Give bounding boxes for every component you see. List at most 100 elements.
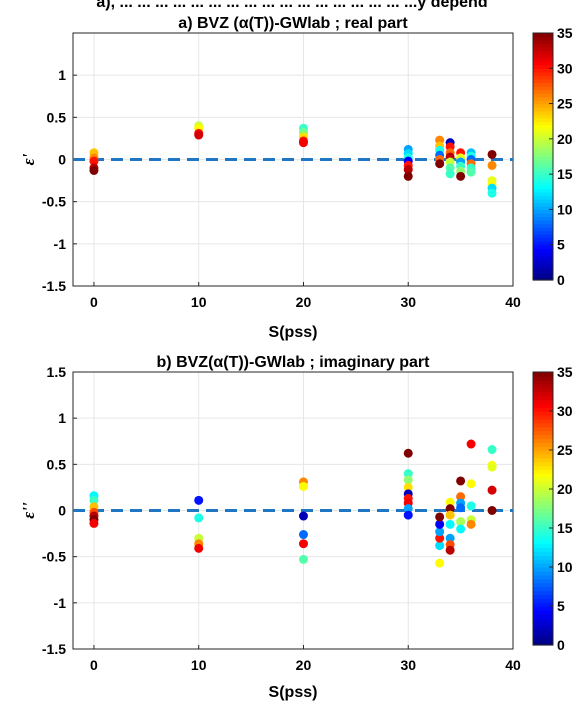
colorbar-segment [533, 602, 553, 607]
colorbar-segment [533, 500, 553, 506]
colorbar-segment [533, 223, 553, 228]
colorbar-segment [533, 198, 553, 203]
y-tick-label: 0 [58, 503, 66, 519]
data-point [445, 169, 455, 179]
colorbar-segment [533, 195, 553, 200]
data-point [445, 533, 455, 543]
colorbar-segment [533, 202, 553, 207]
colorbar-segment [533, 71, 553, 76]
colorbar-segment [533, 85, 553, 91]
colorbar-segment [533, 184, 553, 189]
x-tick-label: 30 [400, 657, 416, 673]
data-point [456, 492, 466, 502]
colorbar-segment [533, 469, 553, 474]
colorbar-segment [533, 551, 553, 556]
data-point [456, 517, 466, 527]
colorbar-segment [533, 177, 553, 182]
colorbar-segment [533, 629, 553, 634]
colorbar-segment [533, 100, 553, 105]
colorbar-segment [533, 442, 553, 447]
colorbar-segment [533, 103, 553, 108]
colorbar-segment [533, 594, 553, 599]
colorbar-segment [533, 92, 553, 98]
colorbar-segment [533, 559, 553, 564]
data-point [487, 462, 497, 472]
data-point [89, 518, 99, 528]
data-point [456, 503, 466, 513]
colorbar-segment [533, 50, 553, 55]
data-point [298, 511, 308, 521]
colorbar-segment [533, 230, 553, 235]
x-tick-label: 40 [505, 657, 521, 673]
colorbar-segment [533, 481, 553, 486]
colorbar-segment [533, 563, 553, 568]
colorbar-segment [533, 399, 553, 404]
colorbar-segment [533, 613, 553, 619]
colorbar-segment [533, 485, 553, 490]
data-point [89, 495, 99, 505]
colorbar-segment [533, 170, 553, 175]
colorbar-segment [533, 496, 553, 502]
colorbar-segment [533, 181, 553, 186]
data-point [487, 506, 497, 515]
colorbar-segment [533, 117, 553, 122]
data-point [435, 512, 445, 522]
colorbar-segment [533, 241, 553, 246]
colorbar-frame [532, 32, 554, 281]
y-tick-label: -1.5 [42, 278, 66, 294]
colorbar-segment [533, 54, 553, 59]
colorbar-segment [533, 262, 553, 267]
colorbar-segment [533, 258, 553, 263]
data-point [435, 527, 445, 537]
colorbar-segment [533, 188, 553, 193]
colorbar-segment [533, 89, 553, 94]
y-tick-label: 1.5 [47, 364, 67, 380]
colorbar-segment [533, 156, 553, 161]
y-tick-label: 0 [58, 152, 66, 168]
colorbar-tick-label: 20 [557, 131, 573, 147]
data-point [445, 510, 455, 520]
y-tick-label: 1 [58, 67, 66, 83]
colorbar-segment [533, 33, 553, 38]
y-axis-label: ε'' [19, 502, 38, 519]
colorbar-segment [533, 64, 553, 69]
colorbar-segment [533, 237, 553, 242]
colorbar-segment [533, 383, 553, 389]
colorbar-segment [533, 598, 553, 603]
colorbar-segment [533, 434, 553, 439]
colorbar-segment [533, 82, 553, 87]
colorbar-segment [533, 574, 553, 580]
data-point [194, 495, 204, 505]
colorbar-segment [533, 426, 553, 432]
colorbar-segment [533, 107, 553, 112]
x-tick-label: 10 [191, 657, 207, 673]
colorbar-segment [533, 477, 553, 482]
data-point [466, 519, 476, 529]
data-point [445, 519, 455, 529]
colorbar-tick-label: 5 [557, 237, 565, 253]
data-point [298, 554, 308, 564]
colorbar-segment [533, 520, 553, 525]
colorbar-segment [533, 40, 553, 45]
colorbar-segment [533, 418, 553, 424]
colorbar-tick-label: 35 [557, 364, 573, 380]
data-point [194, 130, 204, 140]
colorbar-segment [533, 407, 553, 412]
colorbar-segment [533, 234, 553, 239]
chart-title: b) BVZ(α(T))-GWlab ; imaginary part [157, 354, 431, 371]
colorbar-segment [533, 43, 553, 48]
colorbar-segment [533, 174, 553, 179]
colorbar-segment [533, 535, 553, 541]
colorbar-segment [533, 578, 553, 584]
x-tick-label: 0 [90, 657, 98, 673]
colorbar-segment [533, 244, 553, 249]
colorbar-segment [533, 637, 553, 642]
data-point [89, 165, 99, 175]
colorbar-segment [533, 78, 553, 83]
data-point [487, 149, 497, 159]
colorbar-tick-label: 0 [557, 637, 565, 653]
data-point [298, 138, 308, 148]
colorbar-segment [533, 512, 553, 517]
colorbar-segment [533, 251, 553, 256]
